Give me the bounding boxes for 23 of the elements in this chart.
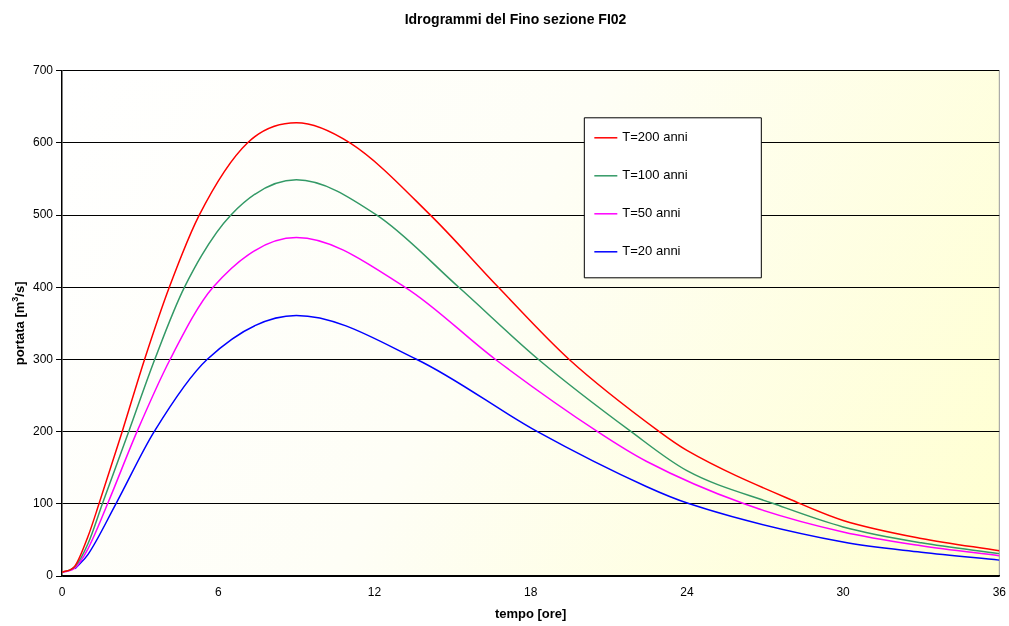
legend-label: T=100 anni [622, 167, 688, 183]
y-axis-title: portata [m3/s] [9, 281, 27, 366]
x-tick-label: 12 [367, 584, 382, 599]
y-tick-label: 100 [32, 496, 54, 511]
x-tick-label: 6 [214, 584, 222, 599]
y-tick-label: 200 [32, 423, 54, 438]
x-axis-title: tempo [ore] [494, 605, 567, 621]
y-tick-label: 300 [32, 351, 54, 366]
line-series [74, 314, 1000, 570]
legend-label: T=200 anni [622, 129, 688, 145]
x-tick-label: 18 [523, 584, 538, 599]
y-tick-label: 600 [32, 135, 54, 150]
chart-title: Idrogrammi del Fino sezione FI02 [404, 11, 627, 28]
x-tick-label: 30 [836, 584, 851, 599]
legend-label: T=20 anni [622, 243, 681, 259]
legend-label: T=50 anni [622, 205, 681, 221]
x-tick-label: 0 [58, 584, 66, 599]
x-tick-label: 24 [680, 584, 694, 599]
y-tick-label: 400 [32, 279, 54, 294]
y-tick-label: 500 [32, 207, 54, 222]
y-tick-label: 700 [32, 63, 54, 78]
x-tick-label: 36 [992, 584, 1007, 599]
y-tick-label: 0 [46, 568, 54, 583]
